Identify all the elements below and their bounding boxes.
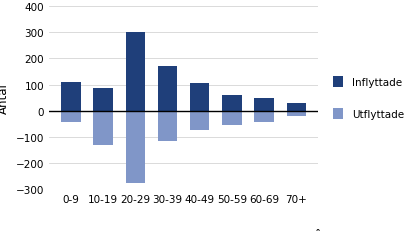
Bar: [61, 82, 80, 111]
Bar: [287, 111, 306, 116]
Bar: [158, 111, 177, 141]
Bar: [93, 111, 113, 145]
X-axis label: Ålder: Ålder: [313, 230, 345, 231]
Bar: [190, 111, 209, 131]
Bar: [61, 111, 80, 123]
Bar: [93, 89, 113, 111]
Bar: [126, 111, 145, 183]
Bar: [190, 84, 209, 111]
Bar: [255, 98, 274, 111]
Bar: [222, 111, 242, 126]
Bar: [158, 67, 177, 111]
Bar: [126, 33, 145, 111]
Bar: [255, 111, 274, 123]
Bar: [287, 103, 306, 111]
Legend: Inflyttade, Utflyttade: Inflyttade, Utflyttade: [329, 73, 408, 124]
Y-axis label: Antal: Antal: [0, 83, 10, 114]
Bar: [222, 96, 242, 111]
